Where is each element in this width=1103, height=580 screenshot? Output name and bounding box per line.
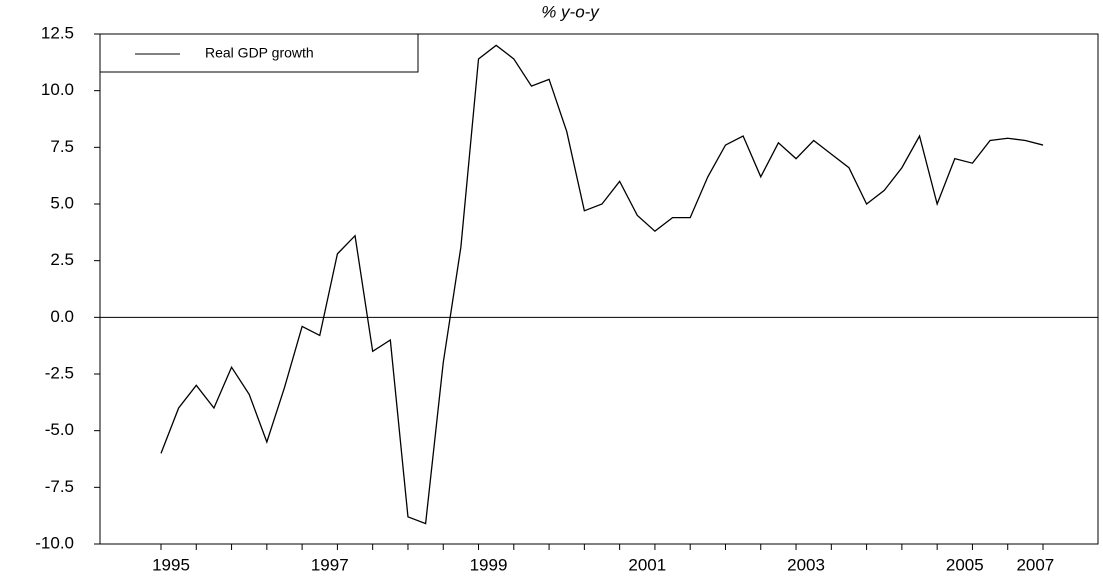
- y-tick-label: 10.0: [41, 80, 74, 99]
- y-tick-label: 7.5: [50, 137, 74, 156]
- x-tick-label: 2003: [787, 555, 825, 574]
- y-tick-label: -10.0: [35, 533, 74, 552]
- y-tick-label: -5.0: [45, 420, 74, 439]
- y-tick-label: 12.5: [41, 23, 74, 42]
- y-tick-label: 0.0: [50, 307, 74, 326]
- x-tick-label: 2005: [946, 555, 984, 574]
- y-tick-label: 2.5: [50, 250, 74, 269]
- plot-frame: [99, 33, 1099, 545]
- x-tick-label: 2001: [628, 555, 666, 574]
- legend-label: Real GDP growth: [205, 45, 314, 61]
- x-tick-label: 1999: [470, 555, 508, 574]
- y-tick-label: -2.5: [45, 363, 74, 382]
- chart-title: % y-o-y: [541, 2, 600, 21]
- y-tick-label: 5.0: [50, 193, 74, 212]
- legend-box: [99, 33, 419, 73]
- x-tick-label: 1997: [311, 555, 349, 574]
- x-tick-label: 1995: [152, 555, 190, 574]
- x-tick-label: 2007: [1016, 555, 1054, 574]
- y-tick-label: -7.5: [45, 477, 74, 496]
- data-line: [160, 44, 1044, 525]
